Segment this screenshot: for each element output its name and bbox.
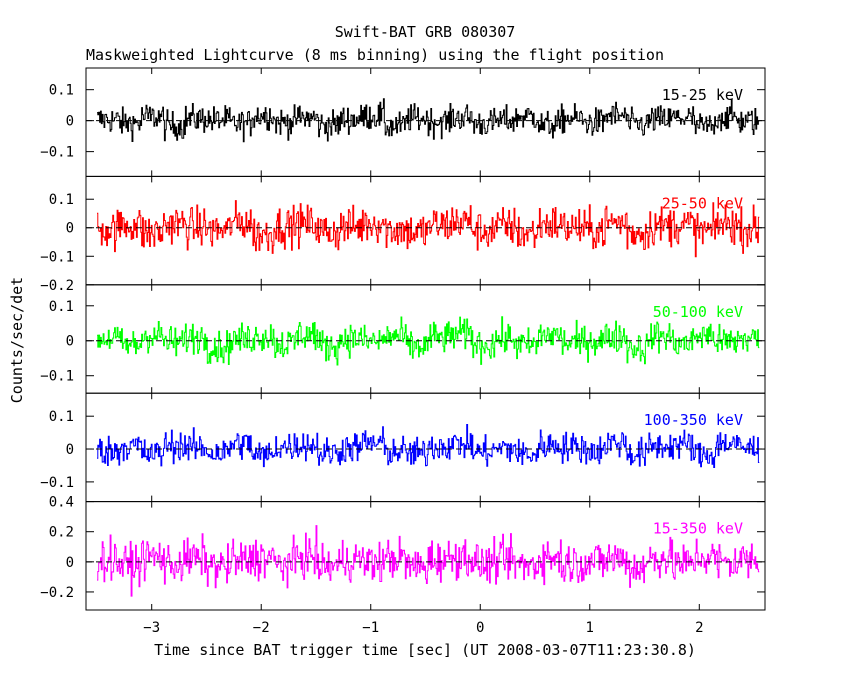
x-tick-label: 1 xyxy=(586,620,594,636)
x-tick-label: 2 xyxy=(695,620,703,636)
chart-title: Swift-BAT GRB 080307 xyxy=(335,23,516,41)
x-axis: −3 −2 −1 0 1 2 xyxy=(143,620,703,636)
panel-15-350-keV: −0.2 0 0.2 0.4 15-350 keV xyxy=(40,495,766,611)
y-tick-label: −0.2 xyxy=(40,585,74,601)
panel-25-50-keV: −0.2 −0.1 0 0.1 25-50 keV xyxy=(40,175,766,294)
series-label: 25-50 keV xyxy=(662,194,743,212)
panel-15-25-keV: −0.1 0 0.1 15-25 keV xyxy=(40,67,766,177)
x-tick-label: −2 xyxy=(253,620,270,636)
y-tick-label: 0 xyxy=(66,221,74,237)
y-axis-label: Counts/sec/det xyxy=(8,277,26,403)
y-tick-label: 0 xyxy=(66,114,74,130)
x-tick-label: 0 xyxy=(476,620,484,636)
y-tick-label: −0.1 xyxy=(40,145,74,161)
x-axis-label: Time since BAT trigger time [sec] (UT 20… xyxy=(154,641,696,659)
series-trace xyxy=(97,98,760,143)
panel-100-350-keV: −0.1 0 0.1 100-350 keV xyxy=(40,392,766,503)
series-label: 50-100 keV xyxy=(653,303,743,321)
panel-50-100-keV: −0.1 0 0.1 50-100 keV xyxy=(40,284,766,394)
y-tick-label: 0.1 xyxy=(49,299,74,315)
y-tick-label: −0.1 xyxy=(40,249,74,265)
panel-frame xyxy=(85,501,766,611)
y-tick-label: 0 xyxy=(66,442,74,458)
y-tick-label: 0.1 xyxy=(49,83,74,99)
y-tick-label: 0.4 xyxy=(49,495,74,511)
panels-group: −0.100.1 15-25 keV−0.2−0.100.1 25-50 keV−0… xyxy=(40,67,766,611)
y-tick-label: 0 xyxy=(66,334,74,350)
series-label: 100-350 keV xyxy=(644,411,743,429)
y-tick-label: −0.1 xyxy=(40,475,74,491)
series-label: 15-25 keV xyxy=(662,86,743,104)
chart-subtitle: Maskweighted Lightcurve (8 ms binning) u… xyxy=(86,46,664,64)
series-trace xyxy=(97,525,760,597)
y-tick-label: −0.2 xyxy=(40,278,74,294)
x-tick-label: −1 xyxy=(362,620,379,636)
y-tick-label: 0.2 xyxy=(49,525,74,541)
series-label: 15-350 keV xyxy=(653,520,743,538)
y-tick-label: 0 xyxy=(66,555,74,571)
y-tick-label: 0.1 xyxy=(49,409,74,425)
series-trace xyxy=(97,200,760,258)
series-trace xyxy=(97,424,760,468)
series-trace xyxy=(97,316,760,366)
x-tick-label: −3 xyxy=(143,620,160,636)
y-tick-label: 0.1 xyxy=(49,192,74,208)
y-tick-label: −0.1 xyxy=(40,369,74,385)
